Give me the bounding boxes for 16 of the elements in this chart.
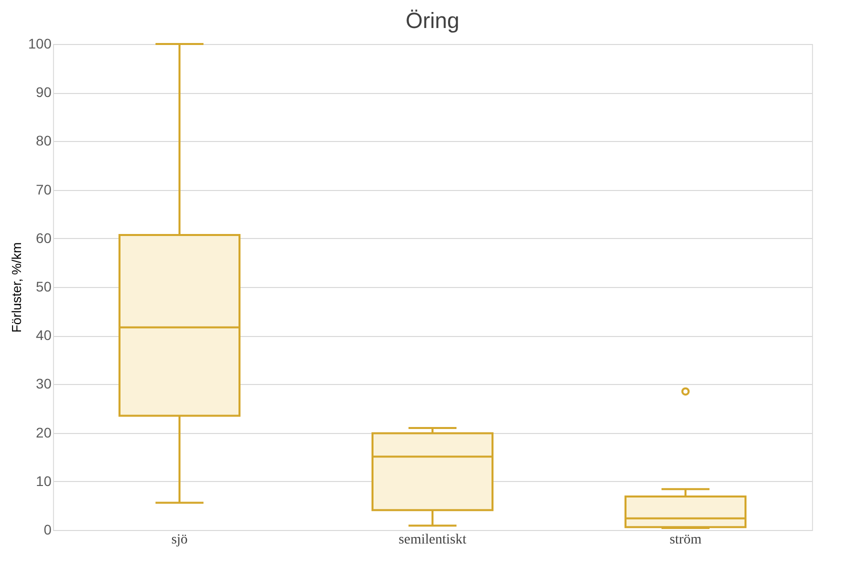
x-tick-label: ström xyxy=(670,532,702,548)
y-tick-label: 90 xyxy=(36,84,52,100)
y-tick-label: 60 xyxy=(36,230,52,246)
x-tick-label: semilentiskt xyxy=(398,532,466,548)
y-tick-label: 100 xyxy=(28,36,52,52)
y-tick-label: 10 xyxy=(36,472,52,489)
chart-title: Öring xyxy=(406,8,460,33)
x-tick-label: sjö xyxy=(171,532,188,548)
y-tick-label: 40 xyxy=(36,327,52,344)
y-tick-label: 50 xyxy=(36,278,52,294)
y-axis-title: Förluster, %/km xyxy=(9,242,24,333)
y-tick-label: 0 xyxy=(44,522,52,538)
y-tick-label: 70 xyxy=(36,181,52,198)
y-tick-label: 30 xyxy=(36,376,52,392)
y-tick-label: 20 xyxy=(36,424,52,440)
y-tick-label: 80 xyxy=(36,132,52,149)
